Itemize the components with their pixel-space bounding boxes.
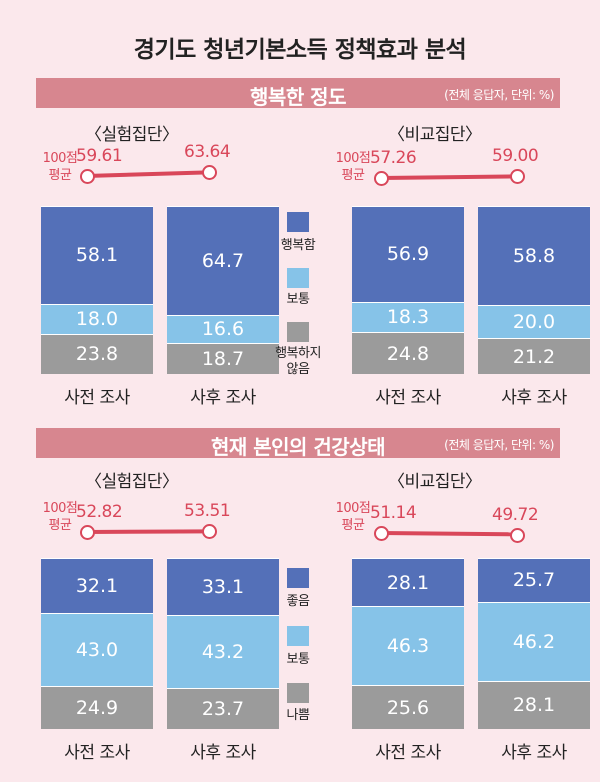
legend-label: 보통: [286, 652, 310, 667]
legend-label: 나쁨: [286, 708, 310, 723]
average-trend-line: [85, 529, 209, 534]
average-value: 57.26: [370, 147, 417, 168]
average-dot: [374, 170, 389, 186]
bar-segment: 24.9: [41, 686, 153, 729]
bar-segment: 18.7: [167, 342, 279, 374]
average-dot: [202, 165, 217, 181]
legend-label: 행복함: [280, 238, 316, 253]
x-axis-label: 사전 조사: [375, 388, 441, 408]
x-axis-label: 사전 조사: [64, 743, 130, 763]
legend-label: 행복하지 않음: [275, 346, 321, 377]
bar-segment: 64.7: [167, 206, 279, 315]
average-value: 49.72: [492, 504, 539, 525]
bar-segment: 16.6: [167, 314, 279, 343]
unit-note: (전체 응답자, 단위: %): [444, 88, 554, 102]
average-dot: [202, 524, 217, 540]
average-value: 63.64: [184, 142, 231, 163]
bar-segment: 58.8: [478, 206, 590, 305]
bar-segment: 43.0: [41, 612, 153, 687]
bar-segment: 28.1: [352, 558, 464, 607]
legend-label: 보통: [286, 292, 310, 307]
bar-segment: 33.1: [167, 558, 279, 615]
average-label-line: 평균: [48, 518, 72, 533]
bar-segment: 23.8: [41, 333, 153, 374]
section-banner: 현재 본인의 건강상태 (전체 응답자, 단위: %): [36, 428, 560, 459]
x-axis-label: 사전 조사: [375, 743, 441, 763]
average-dot: [80, 168, 95, 184]
bar-segment: 18.3: [352, 301, 464, 333]
bar-segment: 25.7: [478, 558, 590, 602]
average-dot: [510, 169, 525, 185]
average-label-line: 평균: [48, 168, 72, 183]
legend-swatch: [287, 568, 309, 588]
average-trend-line: [379, 531, 517, 537]
average-dot: [374, 526, 389, 542]
group-title: 〈실험집단〉: [85, 472, 179, 492]
section-banner: 행복한 정도 (전체 응답자, 단위: %): [36, 78, 560, 109]
average-label-line: 100점: [42, 151, 78, 166]
section-title: 현재 본인의 건강상태: [210, 435, 386, 459]
unit-note: (전체 응답자, 단위: %): [444, 438, 554, 452]
bar-segment: 46.2: [478, 601, 590, 681]
group-title: 〈실험집단〉: [85, 125, 179, 145]
legend-label: 좋음: [286, 594, 310, 609]
bar-segment: 46.3: [352, 606, 464, 686]
bar-segment: 18.0: [41, 303, 153, 334]
section-title: 행복한 정도: [250, 85, 346, 109]
average-label-line: 평균: [341, 168, 365, 183]
average-value: 51.14: [370, 503, 417, 524]
average-label-line: 100점: [335, 501, 371, 516]
average-label-line: 100점: [42, 501, 78, 516]
bar-segment: 32.1: [41, 558, 153, 613]
average-dot: [80, 524, 95, 540]
legend-swatch: [287, 683, 309, 703]
bar-segment: 20.0: [478, 304, 590, 339]
group-title: 〈비교집단〉: [388, 472, 482, 492]
average-trend-line: [379, 174, 517, 180]
average-label-line: 100점: [335, 151, 371, 166]
legend-swatch: [287, 212, 309, 232]
legend-swatch: [287, 268, 309, 288]
page-title: 경기도 청년기본소득 정책효과 분석: [133, 37, 467, 63]
legend-swatch: [287, 322, 309, 342]
bar-segment: 28.1: [478, 680, 590, 729]
bar-segment: 25.6: [352, 685, 464, 729]
average-value: 52.82: [76, 501, 123, 522]
x-axis-label: 사후 조사: [190, 388, 256, 408]
average-value: 59.00: [492, 146, 539, 167]
x-axis-label: 사전 조사: [64, 388, 130, 408]
bar-segment: 24.8: [352, 332, 464, 374]
bar-segment: 56.9: [352, 206, 464, 302]
x-axis-label: 사후 조사: [190, 743, 256, 763]
bar-segment: 21.2: [478, 338, 590, 374]
x-axis-label: 사후 조사: [501, 743, 567, 763]
group-title: 〈비교집단〉: [388, 125, 482, 145]
average-label-line: 평균: [341, 518, 365, 533]
bar-segment: 58.1: [41, 206, 153, 304]
bar-segment: 43.2: [167, 614, 279, 689]
bar-segment: 23.7: [167, 688, 279, 729]
legend-swatch: [287, 626, 309, 646]
average-value: 59.61: [76, 145, 123, 166]
x-axis-label: 사후 조사: [501, 388, 567, 408]
average-value: 53.51: [184, 501, 231, 522]
average-trend-line: [85, 170, 209, 178]
average-dot: [510, 527, 525, 543]
